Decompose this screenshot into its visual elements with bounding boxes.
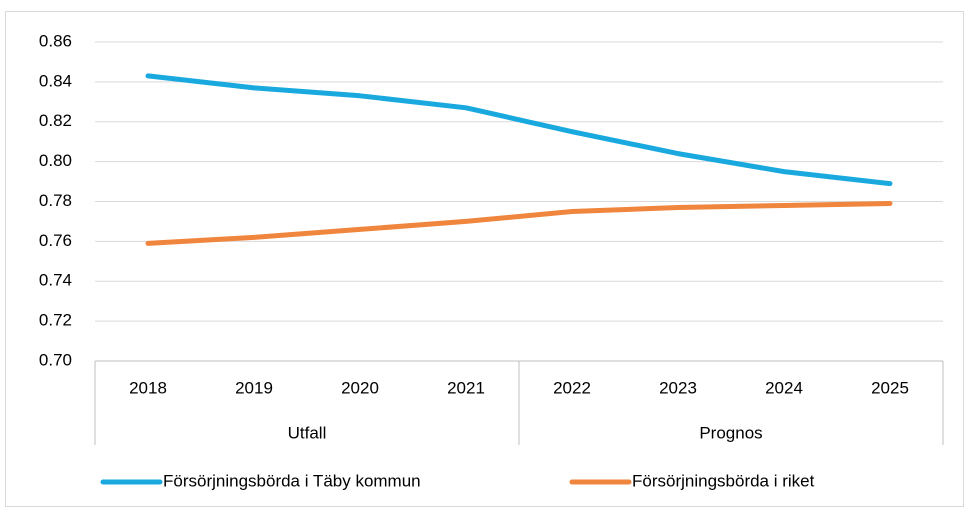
x-tick-label: 2019	[235, 378, 273, 397]
y-tick-label: 0.86	[39, 31, 72, 50]
legend-label: Försörjningsbörda i riket	[632, 471, 815, 490]
legend-label: Försörjningsbörda i Täby kommun	[163, 471, 421, 490]
x-tick-label: 2024	[765, 378, 803, 397]
y-tick-label: 0.80	[39, 151, 72, 170]
x-tick-label: 2023	[659, 378, 697, 397]
y-tick-label: 0.82	[39, 111, 72, 130]
chart-border	[5, 11, 964, 507]
x-tick-label: 2020	[341, 378, 379, 397]
x-tick-label: 2018	[129, 378, 167, 397]
y-tick-label: 0.84	[39, 71, 72, 90]
series-line	[145, 201, 893, 246]
x-tick-label: 2025	[871, 378, 909, 397]
x-tick-label: 2022	[553, 378, 591, 397]
x-tick-label: 2021	[447, 378, 485, 397]
y-tick-label: 0.72	[39, 311, 72, 330]
y-tick-label: 0.78	[39, 191, 72, 210]
y-tick-label: 0.70	[39, 350, 72, 369]
y-tick-label: 0.76	[39, 231, 72, 250]
series-line	[145, 73, 893, 187]
x-group-label: Utfall	[288, 423, 327, 442]
y-tick-label: 0.74	[39, 271, 72, 290]
x-group-label: Prognos	[699, 423, 762, 442]
